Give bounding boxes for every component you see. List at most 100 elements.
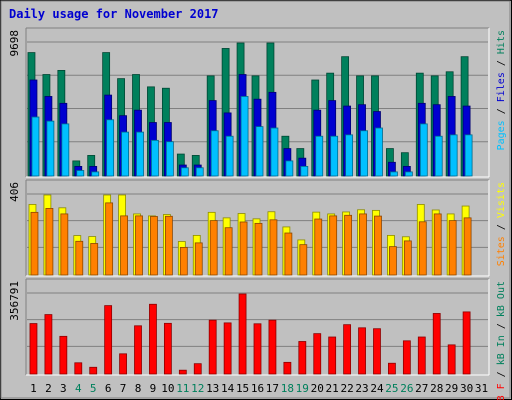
bar-sites-day-20: [314, 218, 323, 276]
series-sites: [30, 202, 472, 276]
series-kb-f: [29, 293, 471, 375]
legend-entry: /: [496, 54, 507, 72]
legend-entry: Hits: [496, 30, 507, 54]
x-tick-label: 24: [370, 382, 384, 395]
bar-pages-day-11: [180, 167, 189, 177]
bar-pages-day-26: [404, 171, 413, 177]
x-tick-label: 13: [206, 382, 219, 395]
x-tick-label: 21: [326, 382, 339, 395]
x-tick-label: 9: [150, 382, 157, 395]
bar-kb-f-day-17: [268, 319, 277, 375]
panel-visits-sites: 406 Sites / Visits: [8, 179, 507, 277]
bar-sites-day-11: [179, 247, 188, 276]
series-legend: Sites / Visits: [496, 182, 507, 266]
bar-sites-day-8: [135, 215, 143, 276]
x-tick-label: 7: [120, 382, 127, 395]
bar-kb-f-day-16: [253, 323, 262, 375]
bar-kb-f-day-8: [134, 325, 142, 375]
bar-pages-day-7: [121, 131, 129, 177]
x-tick-label: 18: [281, 382, 294, 395]
y-max-label: 356791: [8, 281, 21, 321]
y-max-label: 406: [8, 182, 21, 202]
bar-sites-day-13: [209, 220, 218, 276]
x-tick-label: 25: [385, 382, 398, 395]
bar-sites-day-3: [60, 213, 69, 276]
series-pages: [31, 96, 473, 177]
series-legend: Pages / Files / Hits: [496, 30, 507, 150]
bar-pages-day-2: [46, 120, 55, 177]
bar-pages-day-12: [195, 167, 204, 177]
x-tick-label: 28: [430, 382, 443, 395]
bar-sites-day-9: [150, 216, 158, 276]
bar-kb-f-day-29: [447, 344, 456, 375]
bar-kb-f-day-2: [44, 314, 53, 375]
bar-sites-day-28: [433, 213, 442, 276]
x-tick-label: 17: [266, 382, 279, 395]
bar-sites-day-17: [269, 219, 278, 276]
bar-pages-day-9: [151, 139, 159, 177]
bar-pages-day-6: [106, 119, 115, 177]
bar-pages-day-4: [76, 170, 85, 177]
bar-pages-day-10: [165, 141, 174, 177]
bar-kb-f-day-11: [178, 369, 187, 375]
bar-sites-day-22: [344, 214, 353, 276]
x-tick-label: 20: [311, 382, 324, 395]
bar-sites-day-5: [90, 243, 99, 276]
bar-sites-day-12: [194, 242, 203, 276]
x-tick-label: 16: [251, 382, 264, 395]
bar-kb-f-day-1: [29, 323, 38, 375]
bar-pages-day-24: [375, 127, 383, 177]
bar-kb-f-day-27: [417, 336, 426, 375]
bar-kb-f-day-23: [358, 327, 366, 375]
bar-kb-f-day-28: [432, 313, 441, 375]
x-tick-label: 14: [221, 382, 235, 395]
bar-kb-f-day-15: [238, 293, 247, 375]
bar-pages-day-29: [449, 134, 458, 177]
bar-kb-f-day-18: [283, 361, 292, 375]
bar-pages-day-14: [225, 135, 234, 177]
x-tick-label: 6: [105, 382, 112, 395]
bar-pages-day-23: [360, 130, 368, 177]
legend-entry: kB F: [496, 383, 507, 400]
bar-pages-day-19: [300, 166, 309, 177]
bar-pages-day-18: [285, 160, 294, 177]
bar-sites-day-6: [105, 202, 114, 276]
x-tick-label: 15: [236, 382, 249, 395]
bar-kb-f-day-9: [149, 303, 157, 375]
x-tick-label: 5: [90, 382, 97, 395]
x-tick-label: 2: [45, 382, 52, 395]
chart-panels: 9698 Pages / Files / Hits 406 Sites / Visit…: [8, 27, 507, 400]
x-tick-label: 8: [135, 382, 142, 395]
bar-pages-day-27: [419, 123, 428, 177]
legend-entry: Visits: [496, 182, 507, 218]
bar-kb-f-day-12: [193, 363, 202, 375]
legend-entry: /: [496, 218, 507, 236]
x-axis-tick-labels: 1 2 3 4 5 6 7 8 9 10 11 12 13 14 15 16 17 18 19 20 21 22 23 24 2…: [30, 382, 488, 395]
bar-sites-day-14: [224, 227, 233, 276]
x-tick-label: 3: [60, 382, 67, 395]
x-tick-label: 19: [296, 382, 309, 395]
bar-pages-day-3: [61, 123, 70, 177]
x-tick-label: 4: [75, 382, 82, 395]
x-tick-label: 12: [191, 382, 204, 395]
legend-entry: /: [496, 317, 507, 335]
bar-pages-day-22: [345, 134, 354, 177]
bar-sites-day-1: [30, 211, 39, 276]
bar-sites-day-10: [164, 215, 173, 276]
bar-kb-f-day-24: [373, 328, 381, 375]
bar-pages-day-28: [434, 135, 443, 177]
chart-title: Daily usage for November 2017: [9, 7, 219, 21]
bar-sites-day-2: [45, 207, 54, 276]
legend-entry: kB In: [496, 335, 507, 365]
bar-sites-day-4: [75, 240, 84, 276]
bar-kb-f-day-7: [119, 353, 127, 375]
bar-pages-day-8: [136, 131, 144, 177]
bar-kb-f-day-19: [298, 341, 307, 375]
bar-pages-day-20: [315, 135, 324, 177]
bar-kb-f-day-25: [388, 362, 396, 375]
bar-pages-day-17: [270, 127, 279, 177]
x-tick-label: 26: [400, 382, 413, 395]
bar-sites-day-27: [418, 221, 427, 276]
